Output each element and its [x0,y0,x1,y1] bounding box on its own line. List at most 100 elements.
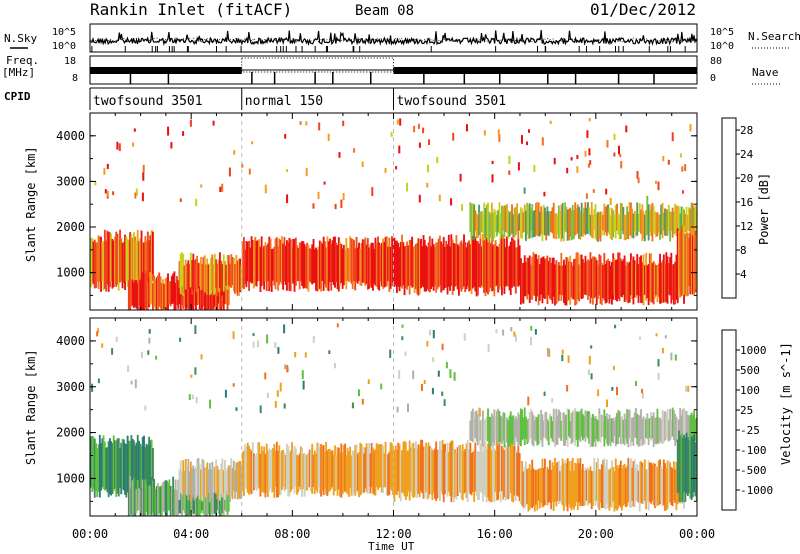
range-cell [341,452,344,495]
range-cell [264,242,267,282]
range-cell [298,453,301,487]
range-cell [342,193,345,201]
range-cell [495,246,498,286]
x-tick-label: 12:00 [375,527,411,541]
range-cell [671,407,674,437]
range-cell [499,213,502,239]
range-cell [112,191,115,196]
range-cell [595,213,598,241]
range-cell [240,265,243,291]
range-cell [393,237,396,287]
range-cell [368,442,371,487]
range-cell [535,416,537,442]
range-cell [594,470,597,506]
range-cell [495,439,498,501]
range-cell [632,461,635,507]
range-cell [624,419,627,439]
range-cell [550,416,553,439]
range-cell [100,443,102,491]
range-cell [258,442,261,489]
range-cell [186,468,188,496]
range-cell [348,451,350,497]
range-cell [493,243,496,297]
range-cell [547,261,550,296]
range-cell [484,441,487,497]
range-cell [633,211,636,232]
range-cell [511,416,513,444]
range-cell [120,238,123,282]
range-cell [595,419,598,440]
range-cell [633,260,636,298]
range-cell [426,341,429,347]
range-cell [555,408,558,445]
range-cell [522,471,525,508]
range-cell [545,469,548,501]
range-cell [323,181,326,185]
range-cell [232,383,235,387]
range-cell [374,237,377,286]
range-cell [297,247,300,282]
range-cell [431,238,434,287]
range-cell [286,365,289,373]
range-cell [517,445,520,497]
range-cell [631,467,634,501]
range-cell [536,202,539,236]
range-cell [535,254,537,302]
range-cell [184,459,187,495]
range-cell [383,241,386,288]
range-cell [120,442,123,495]
range-cell [643,214,646,242]
range-cell [339,452,341,497]
range-cell [191,394,194,400]
nsearch-tick-bottom: 10^0 [710,41,734,52]
range-cell [187,260,190,289]
range-cell [665,468,668,511]
range-cell [143,479,145,516]
range-cell [588,260,591,296]
range-cell [311,443,314,494]
colorbar-tick-label: 20 [740,172,753,185]
range-cell [503,449,506,497]
range-cell [217,259,220,293]
range-cell [625,125,628,133]
range-cell [225,470,228,492]
range-cell [648,417,651,438]
range-cell [570,262,573,298]
range-cell [468,449,470,492]
range-cell [399,241,402,287]
range-cell [684,213,687,232]
range-cell [461,204,463,211]
range-cell [589,160,592,165]
range-cell [513,240,516,287]
range-cell [94,181,97,186]
range-cell [133,282,135,308]
range-cell [145,240,148,288]
colorbar-tick-label: 28 [740,124,753,137]
range-cell [686,215,689,231]
range-cell [364,237,367,286]
colorbar-tick-label: 24 [740,148,754,161]
range-cell [183,265,186,294]
range-cell [191,468,194,499]
range-cell [673,461,675,501]
range-cell [274,238,277,290]
range-cell [253,453,255,491]
range-cell [427,442,430,499]
range-cell [514,247,517,294]
range-cell [569,421,572,438]
range-cell [430,447,433,495]
range-cell [336,447,339,496]
range-cell [196,477,199,516]
range-cell [618,464,621,506]
range-cell [473,419,476,440]
range-cell [193,260,196,289]
range-cell [93,438,96,498]
range-cell [136,480,139,511]
range-cell [222,254,225,292]
range-cell [609,265,612,299]
range-cell [287,446,290,497]
range-cell [565,414,568,441]
range-cell [179,253,182,295]
range-cell [690,225,693,293]
